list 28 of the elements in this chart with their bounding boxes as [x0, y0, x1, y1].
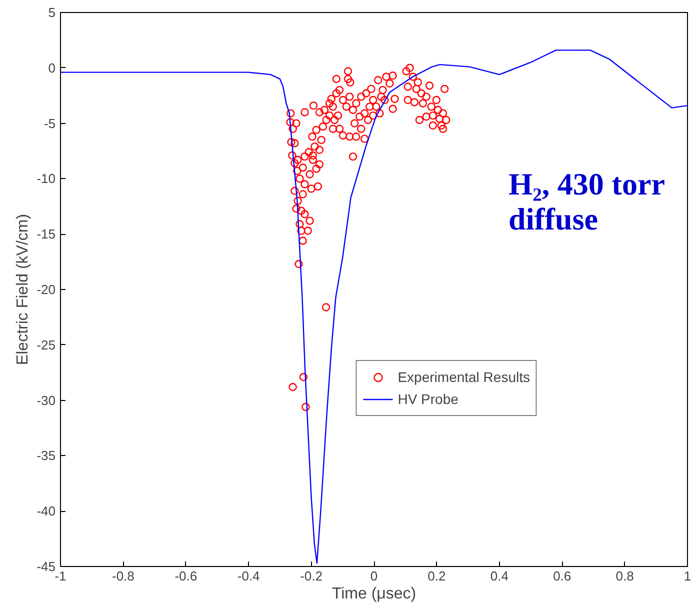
y-tick-label: -15 [36, 226, 56, 242]
y-tick-label: -45 [36, 559, 56, 574]
y-tick-label: -30 [36, 392, 56, 408]
y-tick-label: 5 [48, 5, 56, 20]
x-tick-label: -0.4 [237, 568, 260, 584]
x-tick-label: 0.8 [616, 568, 634, 584]
annotation: H₂, 430 torr diffuse [508, 166, 666, 236]
y-tick-label: 0 [48, 60, 56, 76]
x-tick-label: -1 [54, 568, 66, 584]
line-series [60, 50, 688, 564]
y-tick-label: -35 [36, 448, 56, 464]
y-tick-label: -5 [44, 116, 56, 131]
legend-label: HV Probe [398, 391, 458, 407]
x-tick-label: 1 [684, 568, 692, 584]
x-tick-label: -0.2 [300, 568, 323, 584]
x-tick-label: -0.6 [174, 568, 198, 584]
x-tick-label: -0.8 [112, 568, 134, 584]
x-tick-label: 0.4 [490, 568, 508, 584]
y-axis-title: Electric Field (kV/cm) [14, 214, 32, 366]
x-axis-title: Time (μsec) [332, 586, 416, 602]
x-tick-label: 0 [370, 568, 378, 584]
y-tick-label: -10 [36, 171, 56, 186]
y-tick-label: -20 [36, 282, 56, 297]
x-tick-label: 0.2 [428, 568, 446, 584]
y-tick-label: -40 [36, 504, 56, 519]
y-tick-label: -25 [36, 337, 56, 352]
legend-label: Experimental Results [398, 369, 530, 385]
x-tick-label: 0.6 [553, 568, 572, 584]
